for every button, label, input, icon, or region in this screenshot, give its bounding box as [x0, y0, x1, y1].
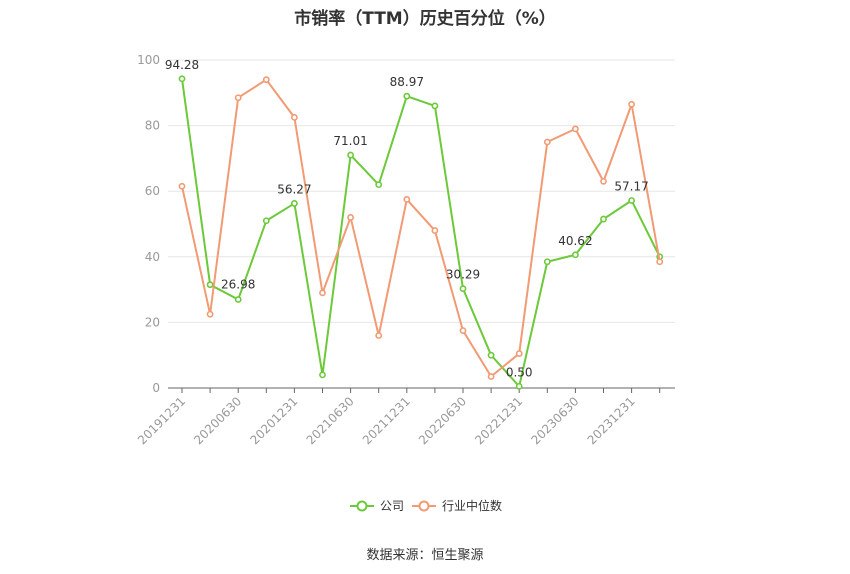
- data-point: [572, 125, 579, 133]
- x-tick-label: 20200630: [191, 394, 244, 447]
- legend-label: 公司: [380, 499, 404, 513]
- data-point: [262, 217, 270, 225]
- y-tick-label: 80: [145, 119, 160, 133]
- x-tick-label: 20221231: [472, 394, 525, 447]
- data-label: 57.17: [614, 179, 648, 193]
- data-point: [600, 177, 607, 185]
- data-point: [234, 296, 242, 303]
- data-label: 71.01: [333, 134, 367, 148]
- data-point: [459, 285, 467, 293]
- y-tick-label: 60: [145, 184, 160, 198]
- data-point: [290, 114, 298, 121]
- data-point: [206, 310, 214, 318]
- data-point: [403, 92, 411, 100]
- x-tick-label: 20210630: [304, 394, 357, 447]
- data-point: [290, 200, 298, 207]
- x-axis: 20191231 20200630 20201231 20210630 20211231…: [135, 388, 661, 447]
- series-line: [181, 78, 661, 378]
- series-company: [178, 75, 664, 390]
- data-point: [459, 327, 467, 334]
- legend-item: 行业中位数: [412, 498, 502, 513]
- series-line: [181, 78, 661, 388]
- x-tick-label: 20191231: [135, 394, 188, 447]
- data-labels: 94.28 26.98 56.27 71.01 88.97 30.29 0.50 40.62 5…: [165, 58, 649, 380]
- legend-item: 公司: [350, 499, 404, 513]
- data-point: [431, 102, 439, 110]
- x-tick-label: 20211231: [360, 394, 413, 447]
- data-point: [262, 76, 270, 84]
- data-point: [600, 215, 607, 223]
- data-point: [347, 214, 354, 221]
- data-point: [178, 75, 186, 83]
- data-label: 88.97: [390, 75, 424, 89]
- legend-label: 行业中位数: [442, 498, 502, 513]
- chart-source: 数据来源：恒生聚源: [366, 548, 484, 563]
- data-point: [234, 94, 242, 102]
- data-point: [178, 182, 186, 190]
- data-point: [206, 281, 214, 289]
- y-tick-label: 40: [145, 250, 160, 264]
- x-tick-label: 20230630: [528, 394, 581, 447]
- data-point: [628, 197, 635, 204]
- data-point: [375, 181, 383, 189]
- y-tick-label: 100: [137, 53, 160, 67]
- data-point: [375, 332, 383, 339]
- y-grid: 0 20 40 60 80 100: [137, 53, 675, 395]
- data-point: [543, 138, 551, 146]
- x-tick-label: 20220630: [416, 394, 469, 447]
- data-label: 40.62: [558, 234, 592, 248]
- data-label: 0.50: [506, 365, 533, 379]
- y-tick-label: 0: [152, 381, 160, 395]
- data-label: 26.98: [221, 278, 255, 292]
- data-point: [319, 289, 326, 297]
- y-tick-label: 20: [145, 315, 160, 329]
- series-industry-median: [178, 76, 664, 380]
- data-point: [656, 258, 664, 266]
- x-tick-label: 20231231: [585, 394, 638, 447]
- data-label: 30.29: [446, 268, 480, 282]
- data-point: [431, 227, 439, 234]
- data-point: [572, 251, 579, 259]
- data-point: [403, 195, 411, 203]
- x-tick-label: 20201231: [247, 394, 300, 447]
- data-point: [515, 350, 523, 357]
- data-point: [319, 371, 326, 379]
- data-label: 94.28: [165, 58, 199, 72]
- chart-title: 市销率（TTM）历史百分位（%）: [294, 9, 556, 29]
- data-point: [628, 100, 635, 108]
- data-point: [487, 351, 495, 359]
- legend-marker: [356, 500, 368, 512]
- legend: 公司 行业中位数: [350, 498, 502, 513]
- data-point: [487, 373, 495, 380]
- legend-marker: [418, 500, 430, 512]
- data-point: [347, 151, 354, 159]
- data-point: [543, 258, 551, 266]
- data-point: [515, 382, 523, 390]
- data-label: 56.27: [277, 182, 311, 196]
